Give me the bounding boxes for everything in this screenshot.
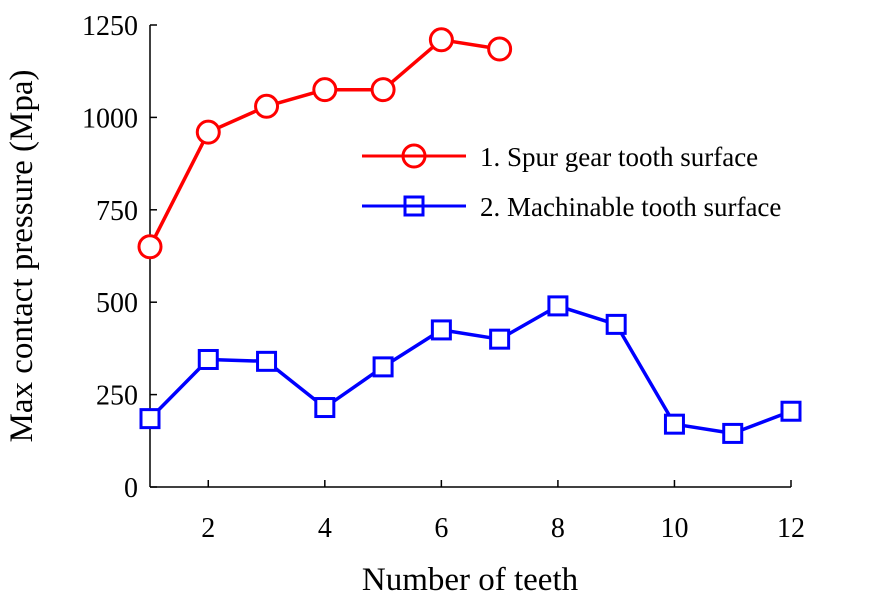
data-point-circle	[254, 93, 280, 119]
data-point-circle	[312, 77, 338, 103]
axes	[149, 25, 791, 488]
series-line	[148, 304, 792, 436]
legend: 1. Spur gear tooth surface 2. Machinable…	[362, 142, 781, 222]
data-point-circle	[487, 36, 513, 62]
x-tick-label: 10	[660, 513, 688, 544]
x-tick-label: 12	[777, 513, 805, 544]
data-point-square	[197, 348, 219, 370]
data-point-square	[780, 400, 802, 422]
series-group	[137, 27, 802, 444]
legend-marker-spur	[401, 143, 427, 169]
data-point-square	[256, 350, 278, 372]
data-point-circle	[195, 119, 221, 145]
legend-marker-machinable	[403, 195, 425, 217]
data-point-square	[314, 397, 336, 419]
data-point-square	[722, 422, 744, 444]
x-tick-label: 6	[434, 513, 448, 544]
legend-label-spur: 1. Spur gear tooth surface	[480, 142, 758, 172]
y-tick-label: 0	[124, 473, 138, 504]
data-point-square	[605, 313, 627, 335]
data-point-square	[663, 413, 685, 435]
data-point-square	[372, 356, 394, 378]
data-point-circle	[428, 27, 454, 53]
series-1	[137, 27, 513, 260]
series-line	[148, 38, 500, 248]
x-tick-label: 8	[551, 513, 565, 544]
x-ticks: 2 4 6 8 10 12	[201, 480, 805, 544]
data-point-square	[489, 328, 511, 350]
y-tick-label: 1250	[82, 11, 138, 42]
x-tick-label: 4	[318, 513, 332, 544]
y-tick-label: 1000	[82, 103, 138, 134]
series-2	[139, 295, 802, 444]
data-point-square	[139, 408, 161, 430]
y-tick-label: 500	[96, 288, 138, 319]
data-point-circle	[137, 234, 163, 260]
y-axis-title: Max contact pressure (Mpa)	[4, 70, 40, 443]
data-point-square	[547, 295, 569, 317]
y-tick-label: 250	[96, 381, 138, 412]
data-point-circle	[370, 77, 396, 103]
legend-label-machinable: 2. Machinable tooth surface	[480, 192, 781, 222]
y-tick-label: 750	[96, 196, 138, 227]
y-ticks: 0 250 500 750 1000 1250	[82, 11, 157, 504]
x-tick-label: 2	[201, 513, 215, 544]
data-point-square	[430, 319, 452, 341]
x-axis-title: Number of teeth	[362, 562, 579, 597]
